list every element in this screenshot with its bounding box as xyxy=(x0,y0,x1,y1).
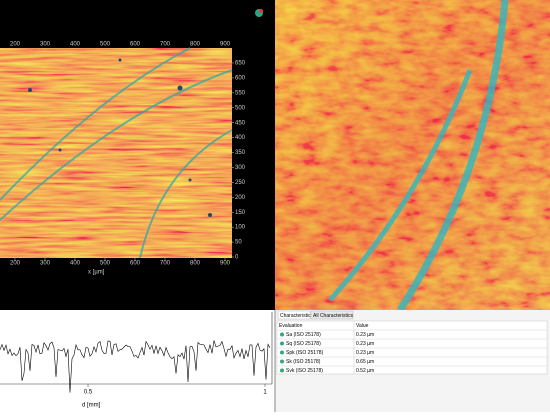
view-3d-texture xyxy=(275,0,550,310)
row-name: Sa (ISO 25178) xyxy=(286,332,321,338)
y-tick-label: 650 xyxy=(235,61,246,67)
x-axis-label: x [µm] xyxy=(88,270,105,276)
row-icon xyxy=(280,359,284,364)
row-name: Svk (ISO 25178) xyxy=(286,368,323,374)
y-tick-label: 250 xyxy=(235,180,246,186)
tab-label[interactable]: All Characteristics xyxy=(313,313,354,319)
y-tick-label: 0 xyxy=(235,255,239,261)
x-tick-label: 500 xyxy=(100,261,111,267)
y-tick-label: 50 xyxy=(235,240,242,246)
row-icon xyxy=(280,368,284,373)
y-tick-label: 150 xyxy=(235,210,246,216)
x-tick-label: 600 xyxy=(130,261,141,267)
profile-panel xyxy=(0,310,275,412)
y-tick-label: 500 xyxy=(235,105,246,111)
row-value: 0.65 µm xyxy=(356,359,374,365)
map-tracks xyxy=(0,47,233,259)
x-tick-label: 200 xyxy=(10,42,21,48)
x-tick-label: 200 xyxy=(10,261,21,267)
y-tick-label: 450 xyxy=(235,120,246,126)
y-tick-label: 550 xyxy=(235,90,246,96)
app-logo xyxy=(255,9,263,17)
profile-line xyxy=(0,340,271,393)
profile-tick-label: 0.5 xyxy=(84,390,93,396)
row-name: Spk (ISO 25178) xyxy=(286,350,324,356)
row-name: Sq (ISO 25178) xyxy=(286,341,321,347)
row-name: Sk (ISO 25178) xyxy=(286,359,321,365)
row-value: 0.23 µm xyxy=(356,341,374,347)
x-tick-label: 800 xyxy=(190,261,201,267)
x-tick-label: 500 xyxy=(100,42,111,48)
profile-x-label: d [mm] xyxy=(82,403,101,409)
row-value: 0.23 µm xyxy=(356,332,374,338)
table-header: Evaluation xyxy=(279,323,303,329)
row-icon xyxy=(280,341,284,346)
x-tick-label: 800 xyxy=(190,42,201,48)
y-tick-label: 300 xyxy=(235,165,246,171)
row-icon xyxy=(280,350,284,355)
tab-label[interactable]: Characteristic xyxy=(280,313,311,319)
row-icon xyxy=(280,332,284,337)
x-tick-label: 400 xyxy=(70,261,81,267)
row-value: 0.52 µm xyxy=(356,368,374,374)
x-tick-label: 900 xyxy=(220,261,231,267)
x-tick-label: 700 xyxy=(160,261,171,267)
row-value: 0.23 µm xyxy=(356,350,374,356)
x-tick-label: 400 xyxy=(70,42,81,48)
x-tick-label: 900 xyxy=(220,42,231,48)
tab[interactable] xyxy=(310,310,354,320)
y-tick-label: 400 xyxy=(235,135,246,141)
map-texture xyxy=(0,48,232,258)
y-tick-label: 600 xyxy=(235,75,246,81)
tab[interactable] xyxy=(277,310,311,320)
y-tick-label: 350 xyxy=(235,150,246,156)
y-tick-label: 100 xyxy=(235,225,246,231)
x-tick-label: 700 xyxy=(160,42,171,48)
x-tick-label: 300 xyxy=(40,42,51,48)
table-header: Value xyxy=(356,323,369,329)
map-pits xyxy=(28,58,212,217)
y-tick-label: 200 xyxy=(235,195,246,201)
x-tick-label: 300 xyxy=(40,261,51,267)
view-3d-tracks xyxy=(328,0,509,312)
x-tick-label: 600 xyxy=(130,42,141,48)
profile-tick-label: 1 xyxy=(263,390,267,396)
